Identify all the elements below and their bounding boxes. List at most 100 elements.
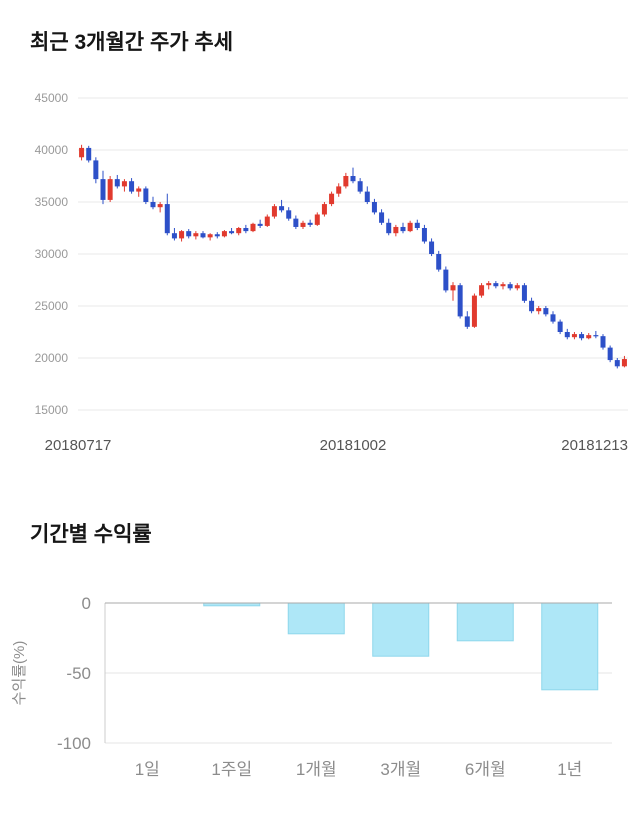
candle-body: [529, 300, 535, 312]
candle-body: [343, 176, 349, 187]
candle-body: [450, 285, 456, 291]
y-tick-label: -100: [57, 734, 91, 753]
return-bar: [372, 602, 430, 657]
candle-body: [179, 231, 185, 239]
candle-body: [186, 231, 192, 237]
candle-body: [243, 228, 249, 232]
y-tick-label: -50: [66, 664, 91, 683]
page: 최근 3개월간 주가 추세 45000 40000 35000 30000 25000 2…: [0, 26, 640, 808]
candle-body: [329, 193, 335, 205]
candle-body: [414, 222, 420, 228]
candle-body: [336, 186, 342, 194]
candle-body: [550, 314, 556, 322]
candle-body: [307, 222, 313, 225]
candle-body: [557, 321, 563, 332]
candle-body: [271, 206, 277, 217]
candle-body: [114, 179, 120, 187]
candle-body: [543, 308, 549, 315]
candle-body: [214, 234, 220, 237]
candle-body: [107, 179, 113, 200]
candle-body: [279, 206, 285, 211]
candle-body: [350, 176, 356, 182]
candle-body: [479, 285, 485, 296]
candle-body: [621, 359, 627, 367]
candle-body: [493, 283, 499, 287]
candle-body: [93, 160, 99, 180]
candle-body: [443, 269, 449, 291]
candle-body: [393, 226, 399, 234]
candle-body: [221, 231, 227, 237]
candle-body: [357, 181, 363, 192]
y-tick-label: 30000: [35, 247, 69, 261]
candle-body: [236, 228, 242, 234]
candle-body: [157, 204, 163, 208]
candle-body: [379, 212, 385, 223]
price-candlestick-chart: 45000 40000 35000 30000 25000 20000 15000 20180…: [35, 91, 628, 454]
candle-body: [129, 181, 135, 192]
candle-body: [121, 181, 127, 187]
candle-body: [614, 360, 620, 367]
candle-body: [579, 334, 585, 339]
y-tick-label: 20000: [35, 351, 69, 365]
y-tick-label: 15000: [35, 403, 69, 417]
price-chart-title: 최근 3개월간 주가 추세: [30, 31, 234, 54]
candle-body: [564, 332, 570, 338]
y-tick-label: 40000: [35, 143, 69, 157]
candle-body: [79, 147, 85, 158]
return-bar: [541, 602, 599, 691]
candle-body: [593, 335, 599, 337]
candle-body: [207, 234, 213, 238]
x-tick-label: 20181213: [561, 437, 628, 454]
x-category-label: 1개월: [296, 760, 337, 779]
candle-body: [300, 222, 306, 227]
candle-body: [136, 188, 142, 192]
candle-body: [607, 347, 613, 361]
y-axis-title: 수익률(%): [11, 641, 28, 706]
candle-body: [457, 285, 463, 317]
candle-body: [100, 179, 106, 200]
candle-body: [400, 226, 406, 232]
candle-body: [321, 204, 327, 215]
candle-body: [371, 202, 377, 213]
candle-body: [600, 336, 606, 348]
candle-body: [421, 228, 427, 242]
candle-body: [364, 191, 370, 202]
x-tick-label: 20181002: [320, 437, 387, 454]
candle-body: [150, 202, 156, 208]
y-tick-label: 45000: [35, 91, 69, 105]
returns-bar-chart: 0 -50 -100 수익률(%) 1일 1주일 1개월 3개월 6개월 1년: [11, 594, 612, 779]
y-tick-label: 0: [82, 594, 91, 613]
candle-body: [486, 283, 492, 286]
candle-body: [250, 223, 256, 232]
candle-body: [164, 204, 170, 234]
candle-body: [536, 308, 542, 312]
y-tick-label: 25000: [35, 299, 69, 313]
candle-body: [571, 334, 577, 338]
candle-body: [514, 285, 520, 289]
x-tick-label: 20180717: [45, 437, 112, 454]
return-bar: [456, 602, 514, 642]
candle-body: [293, 218, 299, 227]
candle-body: [586, 335, 592, 339]
candle-body: [143, 188, 149, 202]
candle-body: [264, 216, 270, 226]
candle-body: [429, 241, 435, 254]
x-category-label: 1년: [557, 760, 582, 779]
candle-body: [257, 223, 263, 226]
candle-body: [500, 284, 506, 287]
y-tick-label: 35000: [35, 195, 69, 209]
candle-body: [200, 233, 206, 238]
returns-chart-title: 기간별 수익률: [30, 523, 152, 546]
candle-body: [86, 147, 92, 161]
x-category-label: 6개월: [465, 760, 506, 779]
candle-body: [193, 233, 199, 237]
candle-body: [314, 214, 320, 225]
return-bar: [287, 602, 345, 635]
x-category-label: 1일: [135, 760, 160, 779]
candle-body: [521, 285, 527, 301]
candle-body: [407, 222, 413, 232]
candle-body: [464, 316, 470, 327]
candle-body: [171, 233, 177, 239]
candle-body: [386, 222, 392, 234]
candle-body: [229, 231, 235, 234]
